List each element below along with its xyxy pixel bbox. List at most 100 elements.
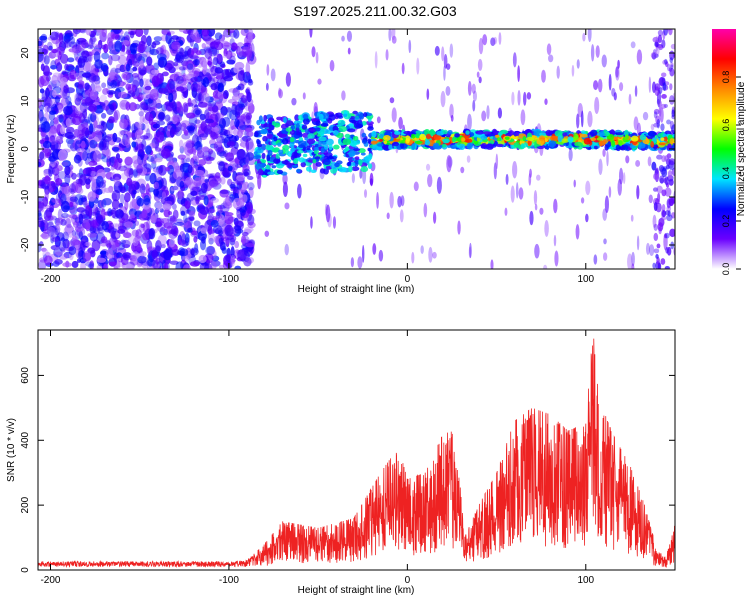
noise-blob: [79, 240, 86, 253]
streak-blob: [498, 32, 502, 45]
noise-blob: [187, 81, 192, 91]
ridge-blob: [260, 128, 268, 135]
noise-blob: [68, 246, 77, 256]
streak-blob: [520, 109, 526, 126]
ridge-blob: [589, 129, 598, 137]
streak-blob: [446, 155, 452, 173]
noise-blob: [169, 80, 176, 90]
colorbar-gradient: [712, 29, 736, 269]
noise-blob: [57, 190, 63, 199]
noise-blob: [202, 77, 210, 88]
noise-blob: [87, 191, 97, 202]
ridge-blob: [513, 142, 520, 148]
noise-blob: [657, 262, 662, 269]
ridge-blob: [550, 135, 559, 142]
noise-blob: [74, 97, 82, 106]
noise-blob: [82, 108, 88, 119]
y-tick-label: 0: [20, 146, 31, 152]
ridge-blob: [275, 153, 280, 160]
y-tick-label: -10: [20, 189, 31, 204]
noise-blob: [94, 129, 104, 136]
noise-blob: [152, 123, 161, 129]
noise-blob: [246, 204, 253, 215]
streak-blob: [329, 60, 335, 72]
ridge-blob: [515, 131, 520, 136]
noise-blob: [143, 123, 150, 133]
noise-blob: [217, 214, 225, 225]
ridge-blob: [539, 132, 547, 137]
noise-blob: [154, 147, 162, 152]
noise-blob: [64, 131, 74, 139]
streak-blob: [245, 156, 249, 166]
noise-blob: [50, 98, 56, 107]
noise-blob: [223, 197, 233, 208]
noise-blob: [180, 210, 186, 216]
noise-blob: [219, 202, 230, 214]
noise-blob: [652, 36, 659, 43]
y-tick-label: 0: [20, 567, 31, 573]
streak-blob: [408, 39, 412, 54]
noise-blob: [189, 55, 199, 60]
noise-blob: [207, 148, 213, 155]
noise-blob: [164, 114, 171, 122]
noise-blob: [77, 250, 85, 260]
streak-blob: [376, 116, 381, 124]
noise-blob: [227, 165, 233, 172]
noise-blob: [664, 210, 671, 216]
noise-blob: [139, 65, 146, 76]
noise-blob: [194, 141, 203, 151]
noise-blob: [86, 152, 95, 159]
streak-blob: [635, 160, 641, 167]
noise-blob: [200, 121, 207, 132]
noise-blob: [107, 208, 113, 217]
streak-blob: [582, 32, 586, 42]
noise-blob: [49, 64, 58, 70]
ridge-blob: [348, 156, 354, 163]
noise-blob: [197, 202, 204, 208]
noise-blob: [221, 116, 231, 128]
noise-blob: [76, 206, 86, 213]
ridge-blob: [295, 131, 302, 136]
noise-blob: [223, 42, 232, 47]
noise-blob: [146, 35, 152, 47]
streak-blob: [573, 179, 576, 188]
streak-blob: [389, 97, 395, 104]
noise-blob: [146, 219, 151, 231]
noise-blob: [671, 109, 675, 118]
streak-blob: [311, 46, 316, 58]
noise-blob: [172, 114, 183, 123]
noise-blob: [124, 221, 134, 228]
noise-blob: [113, 266, 119, 269]
ridge-blob: [296, 168, 301, 173]
noise-blob: [60, 193, 67, 205]
noise-blob: [153, 181, 160, 190]
noise-blob: [110, 54, 121, 62]
noise-blob: [668, 67, 673, 72]
noise-blob: [108, 156, 115, 167]
noise-blob: [77, 83, 84, 90]
streak-blob: [529, 168, 532, 178]
noise-blob: [81, 72, 92, 78]
noise-blob: [183, 217, 191, 229]
noise-blob: [96, 124, 104, 129]
noise-blob: [671, 124, 675, 134]
spectrogram-x-label: Height of straight line (km): [298, 284, 415, 295]
ridge-blob: [285, 127, 293, 132]
noise-blob: [95, 175, 104, 188]
noise-blob: [182, 214, 188, 224]
noise-blob: [161, 148, 171, 159]
noise-blob: [55, 178, 63, 186]
noise-blob: [182, 264, 191, 269]
noise-blob: [202, 146, 210, 152]
ridge-blob: [351, 166, 360, 172]
noise-blob: [38, 52, 44, 63]
ridge-blob: [377, 143, 384, 147]
streak-blob: [413, 181, 419, 192]
ridge-blob: [403, 130, 412, 135]
ridge-blob: [548, 140, 557, 148]
noise-blob: [131, 123, 137, 134]
noise-blob: [196, 150, 205, 159]
noise-blob: [87, 113, 93, 125]
ridge-blob: [414, 133, 421, 139]
ridge-blob: [296, 149, 304, 154]
